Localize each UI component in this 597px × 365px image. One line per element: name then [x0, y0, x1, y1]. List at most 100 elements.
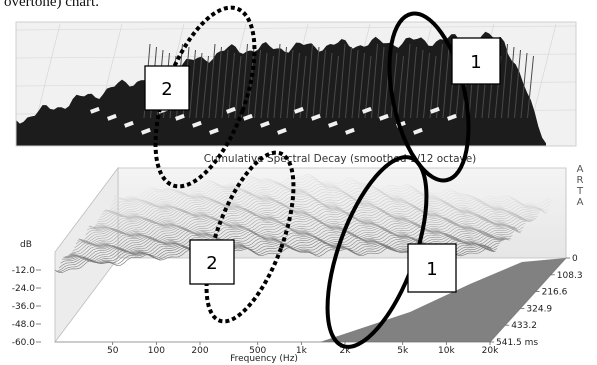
waterfall-gap [124, 120, 134, 128]
waterfall-striation [351, 49, 359, 119]
waterfall-gap [294, 106, 304, 114]
waterfall-gap [192, 120, 202, 128]
waterfall-striation [358, 52, 365, 119]
waterfall-gap [107, 113, 117, 121]
waterfall-striation [371, 43, 378, 119]
z-tick-label: 433.2 [511, 321, 537, 331]
waterfall-striation [189, 49, 196, 119]
waterfall-gap [328, 120, 338, 128]
brand-letter: A [577, 164, 584, 175]
waterfall-striation [260, 52, 268, 119]
waterfall-striation [286, 49, 294, 119]
waterfall-striation [514, 49, 521, 119]
decay-slice [109, 183, 545, 213]
x-tick-label: 10k [438, 346, 455, 356]
decay-slice [108, 185, 544, 214]
waterfall-gap [209, 127, 219, 135]
waterfall-striation [208, 43, 216, 119]
waterfall-striation [228, 52, 235, 119]
waterfall-gap [362, 106, 372, 114]
waterfall-striation [215, 46, 222, 119]
waterfall-striation [345, 46, 352, 119]
waterfall-gap [89, 106, 100, 114]
brand-mark: A R T A [576, 164, 584, 208]
caption-text: overtone) chart. [4, 0, 99, 10]
y-axis-ticks: -12.0 -24.0 -36.0 -48.0 -60.0 [12, 266, 41, 348]
annotation-label: 2 [161, 79, 172, 100]
top-plot-frame [15, 21, 577, 147]
top-grid-line [15, 25, 577, 31]
decay-slice [105, 188, 541, 217]
annotation-box [407, 243, 457, 293]
y-tick-label: -12.0 [12, 266, 36, 276]
y-tick-label: -60.0 [12, 338, 36, 348]
waterfall-striation [319, 49, 326, 119]
plot-left-wall [54, 166, 119, 344]
decay-slice [92, 203, 528, 228]
decay-slice [94, 201, 530, 227]
waterfall-striation [306, 43, 313, 119]
z-tick-label: 324.9 [526, 304, 552, 314]
waterfall-striation [527, 55, 534, 119]
decay-slice [95, 200, 531, 225]
waterfall-striation [501, 43, 508, 119]
waterfall-striation [332, 55, 339, 119]
x-tick-label: 20k [482, 346, 499, 356]
waterfall-striation [416, 49, 424, 119]
x-tick-label: 50 [107, 346, 119, 356]
waterfall-striation [429, 55, 437, 119]
waterfall-striation [221, 49, 229, 119]
brand-letter: A [577, 197, 584, 208]
waterfall-striation [254, 49, 261, 119]
waterfall-gap [174, 113, 185, 121]
waterfall-striation [280, 46, 287, 119]
decay-slice [73, 226, 509, 251]
z-axis-ticks: 0 108.3 216.6 324.9 433.2 541.5 ms [490, 254, 583, 348]
waterfall-striation [390, 52, 398, 119]
waterfall-striation [293, 52, 300, 119]
waterfall-gap [242, 113, 253, 121]
decay-slice [84, 213, 520, 240]
waterfall-striation [403, 43, 411, 119]
waterfall-striation [397, 55, 404, 119]
y-tick-label: -48.0 [12, 320, 36, 330]
waterfall-gap [311, 113, 321, 121]
annotation-label: 1 [426, 259, 437, 280]
waterfall-striation [410, 46, 417, 119]
waterfall-striation [442, 46, 450, 119]
x-axis-label: Frequency (Hz) [230, 354, 298, 364]
csd-plot: Cumulative Spectral Decay (smoothed 1/12… [12, 153, 584, 364]
z-tick-label: 0 [572, 254, 578, 264]
x-tick-label: 5k [397, 346, 409, 356]
waterfall-striation [202, 55, 209, 119]
brand-letter: T [576, 186, 584, 197]
waterfall-gap [430, 106, 440, 114]
annotation-box [451, 37, 501, 85]
decay-slice [96, 199, 533, 223]
y-tick-label: -36.0 [12, 302, 36, 312]
waterfall-striation [234, 55, 242, 119]
chart-title: Cumulative Spectral Decay (smoothed 1/12… [204, 153, 477, 165]
x-tick-label: 100 [148, 346, 165, 356]
waterfall-striation [423, 52, 430, 119]
x-tick-label: 2k [340, 346, 352, 356]
z-tick-label: 541.5 ms [496, 338, 538, 348]
decay-slice [103, 191, 540, 218]
waterfall-gap [260, 120, 270, 128]
waterfall-striation [273, 43, 281, 119]
waterfall-gap [447, 113, 457, 121]
annotation-ellipse-dotted [204, 150, 296, 324]
waterfall-striation [520, 52, 528, 119]
waterfall-silhouette [16, 31, 546, 147]
x-tick-label: 500 [249, 346, 266, 356]
annotations: 1 2 1 2 [144, 5, 501, 349]
decay-slice [106, 186, 542, 215]
waterfall-striation [377, 46, 385, 119]
waterfall-striation [338, 43, 346, 119]
waterfall-striation [241, 43, 248, 119]
annotation-label: 1 [470, 52, 481, 73]
annotation-label: 2 [206, 253, 217, 274]
waterfall-striation [507, 46, 515, 119]
waterfall-striation [267, 55, 274, 119]
brand-letter: R [577, 175, 584, 186]
